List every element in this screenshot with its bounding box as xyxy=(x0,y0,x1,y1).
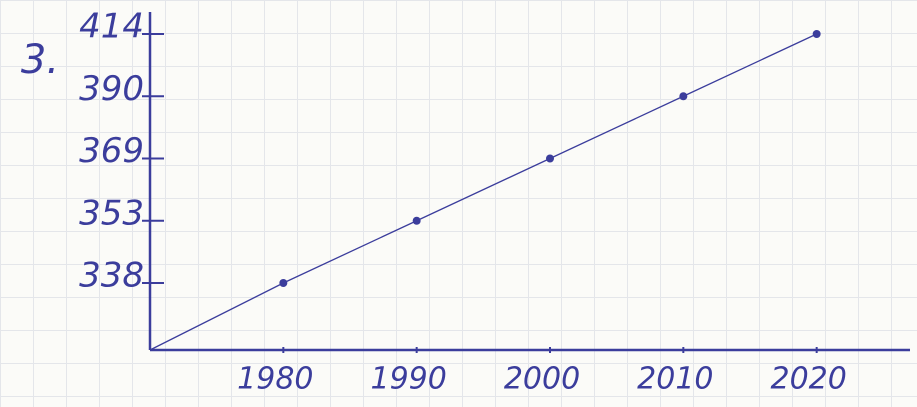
data-point xyxy=(679,92,688,101)
y-tick-label: 369 xyxy=(79,131,144,171)
x-tick-label: 2010 xyxy=(637,362,713,397)
data-line xyxy=(149,33,817,351)
y-tick-label: 390 xyxy=(79,69,144,109)
x-tick-label: 1980 xyxy=(237,362,313,397)
x-tick-label: 2000 xyxy=(504,362,580,397)
chart-title: 3. xyxy=(21,37,59,83)
data-point xyxy=(812,30,821,38)
x-tick-label: 2020 xyxy=(770,362,846,397)
x-tick-label: 1990 xyxy=(370,362,446,397)
data-point xyxy=(412,216,421,225)
y-tick-label: 414 xyxy=(79,7,144,47)
y-tick-label: 353 xyxy=(79,193,144,233)
y-tick-label: 338 xyxy=(79,256,144,296)
data-point xyxy=(279,279,288,287)
data-point xyxy=(546,154,554,163)
